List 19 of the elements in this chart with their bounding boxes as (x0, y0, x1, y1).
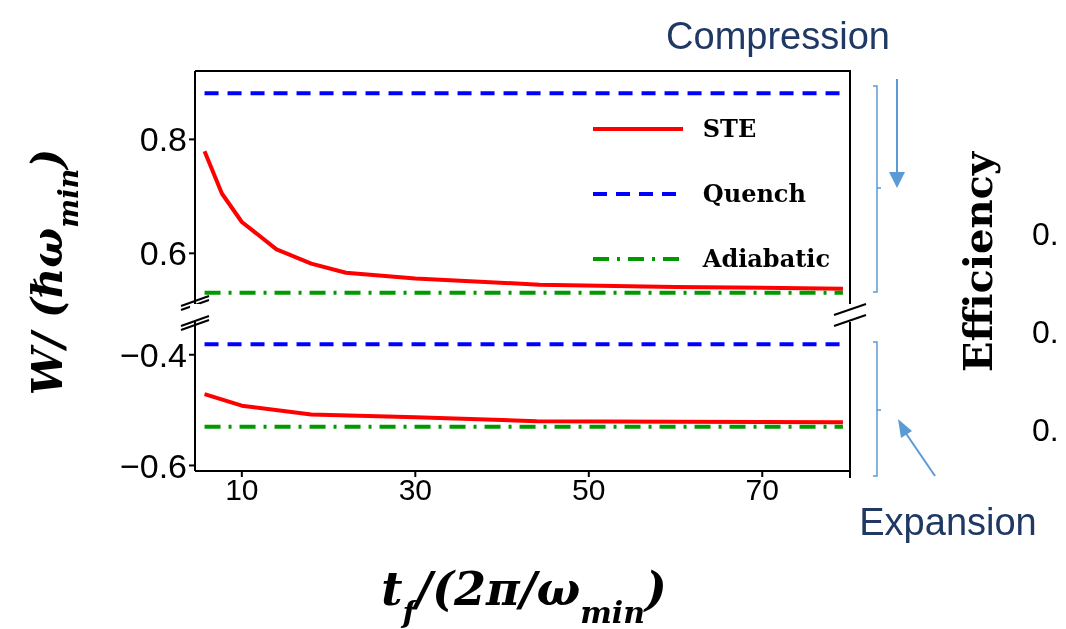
line-series (202, 392, 845, 425)
line-series (202, 149, 845, 291)
legend-label: STE (702, 114, 757, 143)
x-tick-label: 10 (225, 473, 259, 507)
y-tick-label: −0.4 (119, 335, 187, 374)
text: Compression (666, 15, 890, 57)
text: Efficiency (954, 150, 1001, 373)
y-tick-label: 0.8 (139, 120, 187, 159)
x-tick-label: 50 (572, 473, 606, 507)
legend-label: Adiabatic (702, 244, 830, 273)
x-tick-label: 30 (398, 473, 432, 507)
text: 0. (1032, 314, 1059, 350)
text: Expansion (859, 501, 1037, 543)
y-tick-label: 0.6 (139, 234, 187, 273)
y-tick-label: −0.6 (119, 446, 187, 485)
x-tick-label: 70 (745, 473, 779, 507)
text: 0. (1032, 412, 1059, 448)
legend-label: Quench (702, 179, 806, 208)
text: 0. (1032, 216, 1059, 252)
